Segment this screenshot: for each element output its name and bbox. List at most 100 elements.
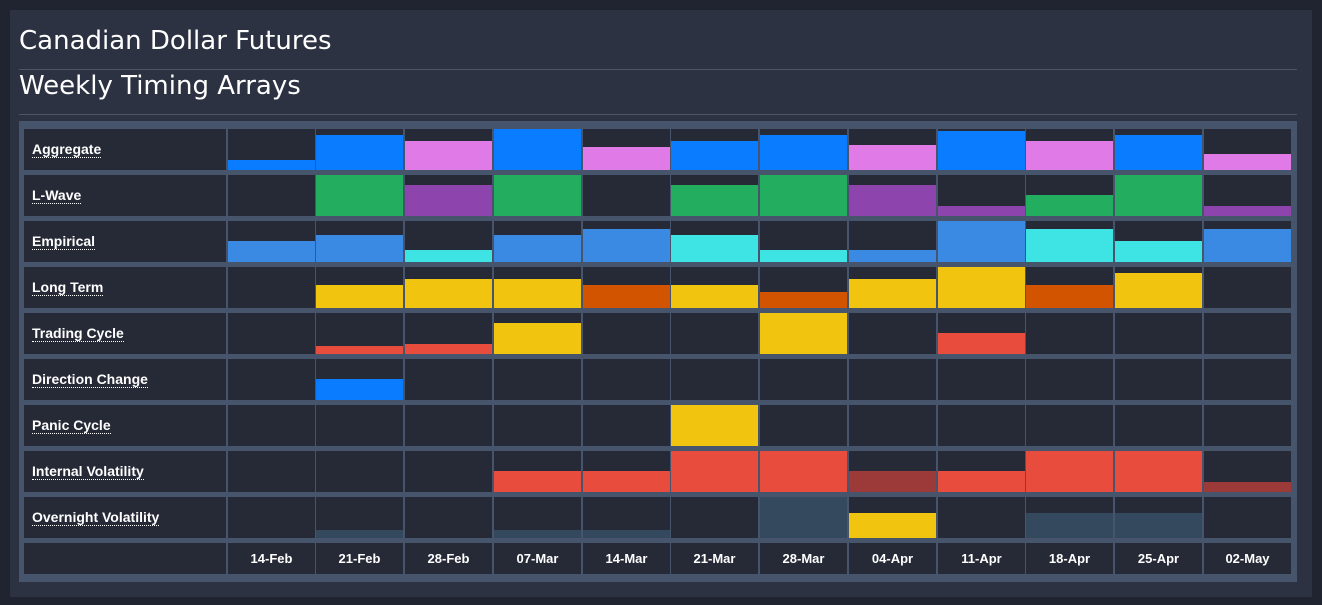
- array-cell: [671, 313, 758, 354]
- row-label[interactable]: Direction Change: [24, 359, 226, 400]
- array-bar: [1204, 229, 1291, 262]
- array-bar: [494, 279, 581, 308]
- row-label[interactable]: Empirical: [24, 221, 226, 262]
- array-bar: [938, 131, 1025, 170]
- array-cell: [228, 267, 315, 308]
- array-cell: [494, 267, 581, 308]
- x-tick-label: 14-Feb: [250, 551, 293, 566]
- array-cell: [1204, 129, 1291, 170]
- row-label-text[interactable]: Overnight Volatility: [32, 509, 160, 526]
- row-label[interactable]: Panic Cycle: [24, 405, 226, 446]
- array-cell: [938, 405, 1025, 446]
- row-label-text[interactable]: Panic Cycle: [32, 417, 111, 434]
- array-bar: [405, 250, 492, 262]
- array-bar: [1115, 273, 1202, 308]
- array-cell: [494, 451, 581, 492]
- array-bar: [1026, 195, 1113, 216]
- array-cell: [1115, 359, 1202, 400]
- x-tick-label: 21-Feb: [338, 551, 381, 566]
- x-axis-cell: 25-Apr: [1115, 543, 1202, 574]
- row-label-text[interactable]: Internal Volatility: [32, 463, 144, 480]
- array-bar: [228, 160, 315, 170]
- array-cell: [1026, 313, 1113, 354]
- array-bar: [583, 530, 670, 538]
- array-cell: [1204, 175, 1291, 216]
- array-bar: [1115, 451, 1202, 492]
- array-cell: [1204, 497, 1291, 538]
- array-cell: [405, 313, 492, 354]
- row-label[interactable]: Trading Cycle: [24, 313, 226, 354]
- array-cell: [760, 129, 847, 170]
- array-cell: [760, 267, 847, 308]
- array-bar: [1026, 141, 1113, 170]
- array-cell: [760, 405, 847, 446]
- array-cell: [228, 405, 315, 446]
- row-label-text[interactable]: Aggregate: [32, 141, 102, 158]
- array-bar: [849, 185, 936, 216]
- array-cell: [316, 175, 403, 216]
- array-cell: [316, 221, 403, 262]
- x-axis-cell: 28-Mar: [760, 543, 847, 574]
- array-cell: [494, 129, 581, 170]
- array-bar: [316, 135, 403, 170]
- array-cell: [1026, 497, 1113, 538]
- array-cell: [228, 175, 315, 216]
- row-label[interactable]: Aggregate: [24, 129, 226, 170]
- array-cell: [316, 267, 403, 308]
- x-axis-cell: 18-Apr: [1026, 543, 1113, 574]
- axis-corner: [24, 543, 226, 574]
- row-label-text[interactable]: Long Term: [32, 279, 104, 296]
- array-cell: [583, 359, 670, 400]
- array-bar: [405, 185, 492, 216]
- array-bar: [671, 185, 758, 216]
- array-cell: [849, 451, 936, 492]
- array-cell: [760, 451, 847, 492]
- array-cell: [1026, 405, 1113, 446]
- array-bar: [316, 175, 403, 216]
- x-tick-label: 11-Apr: [961, 551, 1002, 566]
- array-bar: [1026, 285, 1113, 308]
- array-cell: [938, 221, 1025, 262]
- x-tick-label: 21-Mar: [693, 551, 736, 566]
- array-bar: [1026, 229, 1113, 262]
- array-cell: [1026, 267, 1113, 308]
- x-tick-label: 25-Apr: [1137, 551, 1180, 566]
- x-tick-label: 28-Feb: [427, 551, 470, 566]
- array-cell: [583, 221, 670, 262]
- array-bar: [494, 323, 581, 354]
- array-cell: [671, 451, 758, 492]
- array-bar: [1204, 206, 1291, 216]
- array-cell: [1115, 497, 1202, 538]
- array-bar: [671, 285, 758, 308]
- array-cell: [583, 451, 670, 492]
- row-label-text[interactable]: Direction Change: [32, 371, 148, 388]
- array-cell: [938, 313, 1025, 354]
- row-label[interactable]: Long Term: [24, 267, 226, 308]
- array-cell: [1204, 405, 1291, 446]
- array-cell: [849, 267, 936, 308]
- row-label-text[interactable]: L-Wave: [32, 187, 82, 204]
- array-cell: [849, 129, 936, 170]
- array-cell: [405, 451, 492, 492]
- array-bar: [849, 471, 936, 492]
- row-label[interactable]: Internal Volatility: [24, 451, 226, 492]
- array-cell: [1204, 221, 1291, 262]
- array-bar: [583, 471, 670, 492]
- array-bar: [316, 530, 403, 538]
- array-bar: [1115, 241, 1202, 262]
- array-cell: [849, 313, 936, 354]
- array-cell: [938, 451, 1025, 492]
- row-label-text[interactable]: Empirical: [32, 233, 96, 250]
- array-cell: [494, 359, 581, 400]
- array-bar: [316, 235, 403, 262]
- row-label[interactable]: Overnight Volatility: [24, 497, 226, 538]
- array-bar: [583, 285, 670, 308]
- array-cell: [849, 221, 936, 262]
- row-label-text[interactable]: Trading Cycle: [32, 325, 124, 342]
- row-label[interactable]: L-Wave: [24, 175, 226, 216]
- array-cell: [671, 221, 758, 262]
- array-cell: [316, 497, 403, 538]
- array-cell: [1115, 313, 1202, 354]
- array-bar: [316, 285, 403, 308]
- array-cell: [228, 359, 315, 400]
